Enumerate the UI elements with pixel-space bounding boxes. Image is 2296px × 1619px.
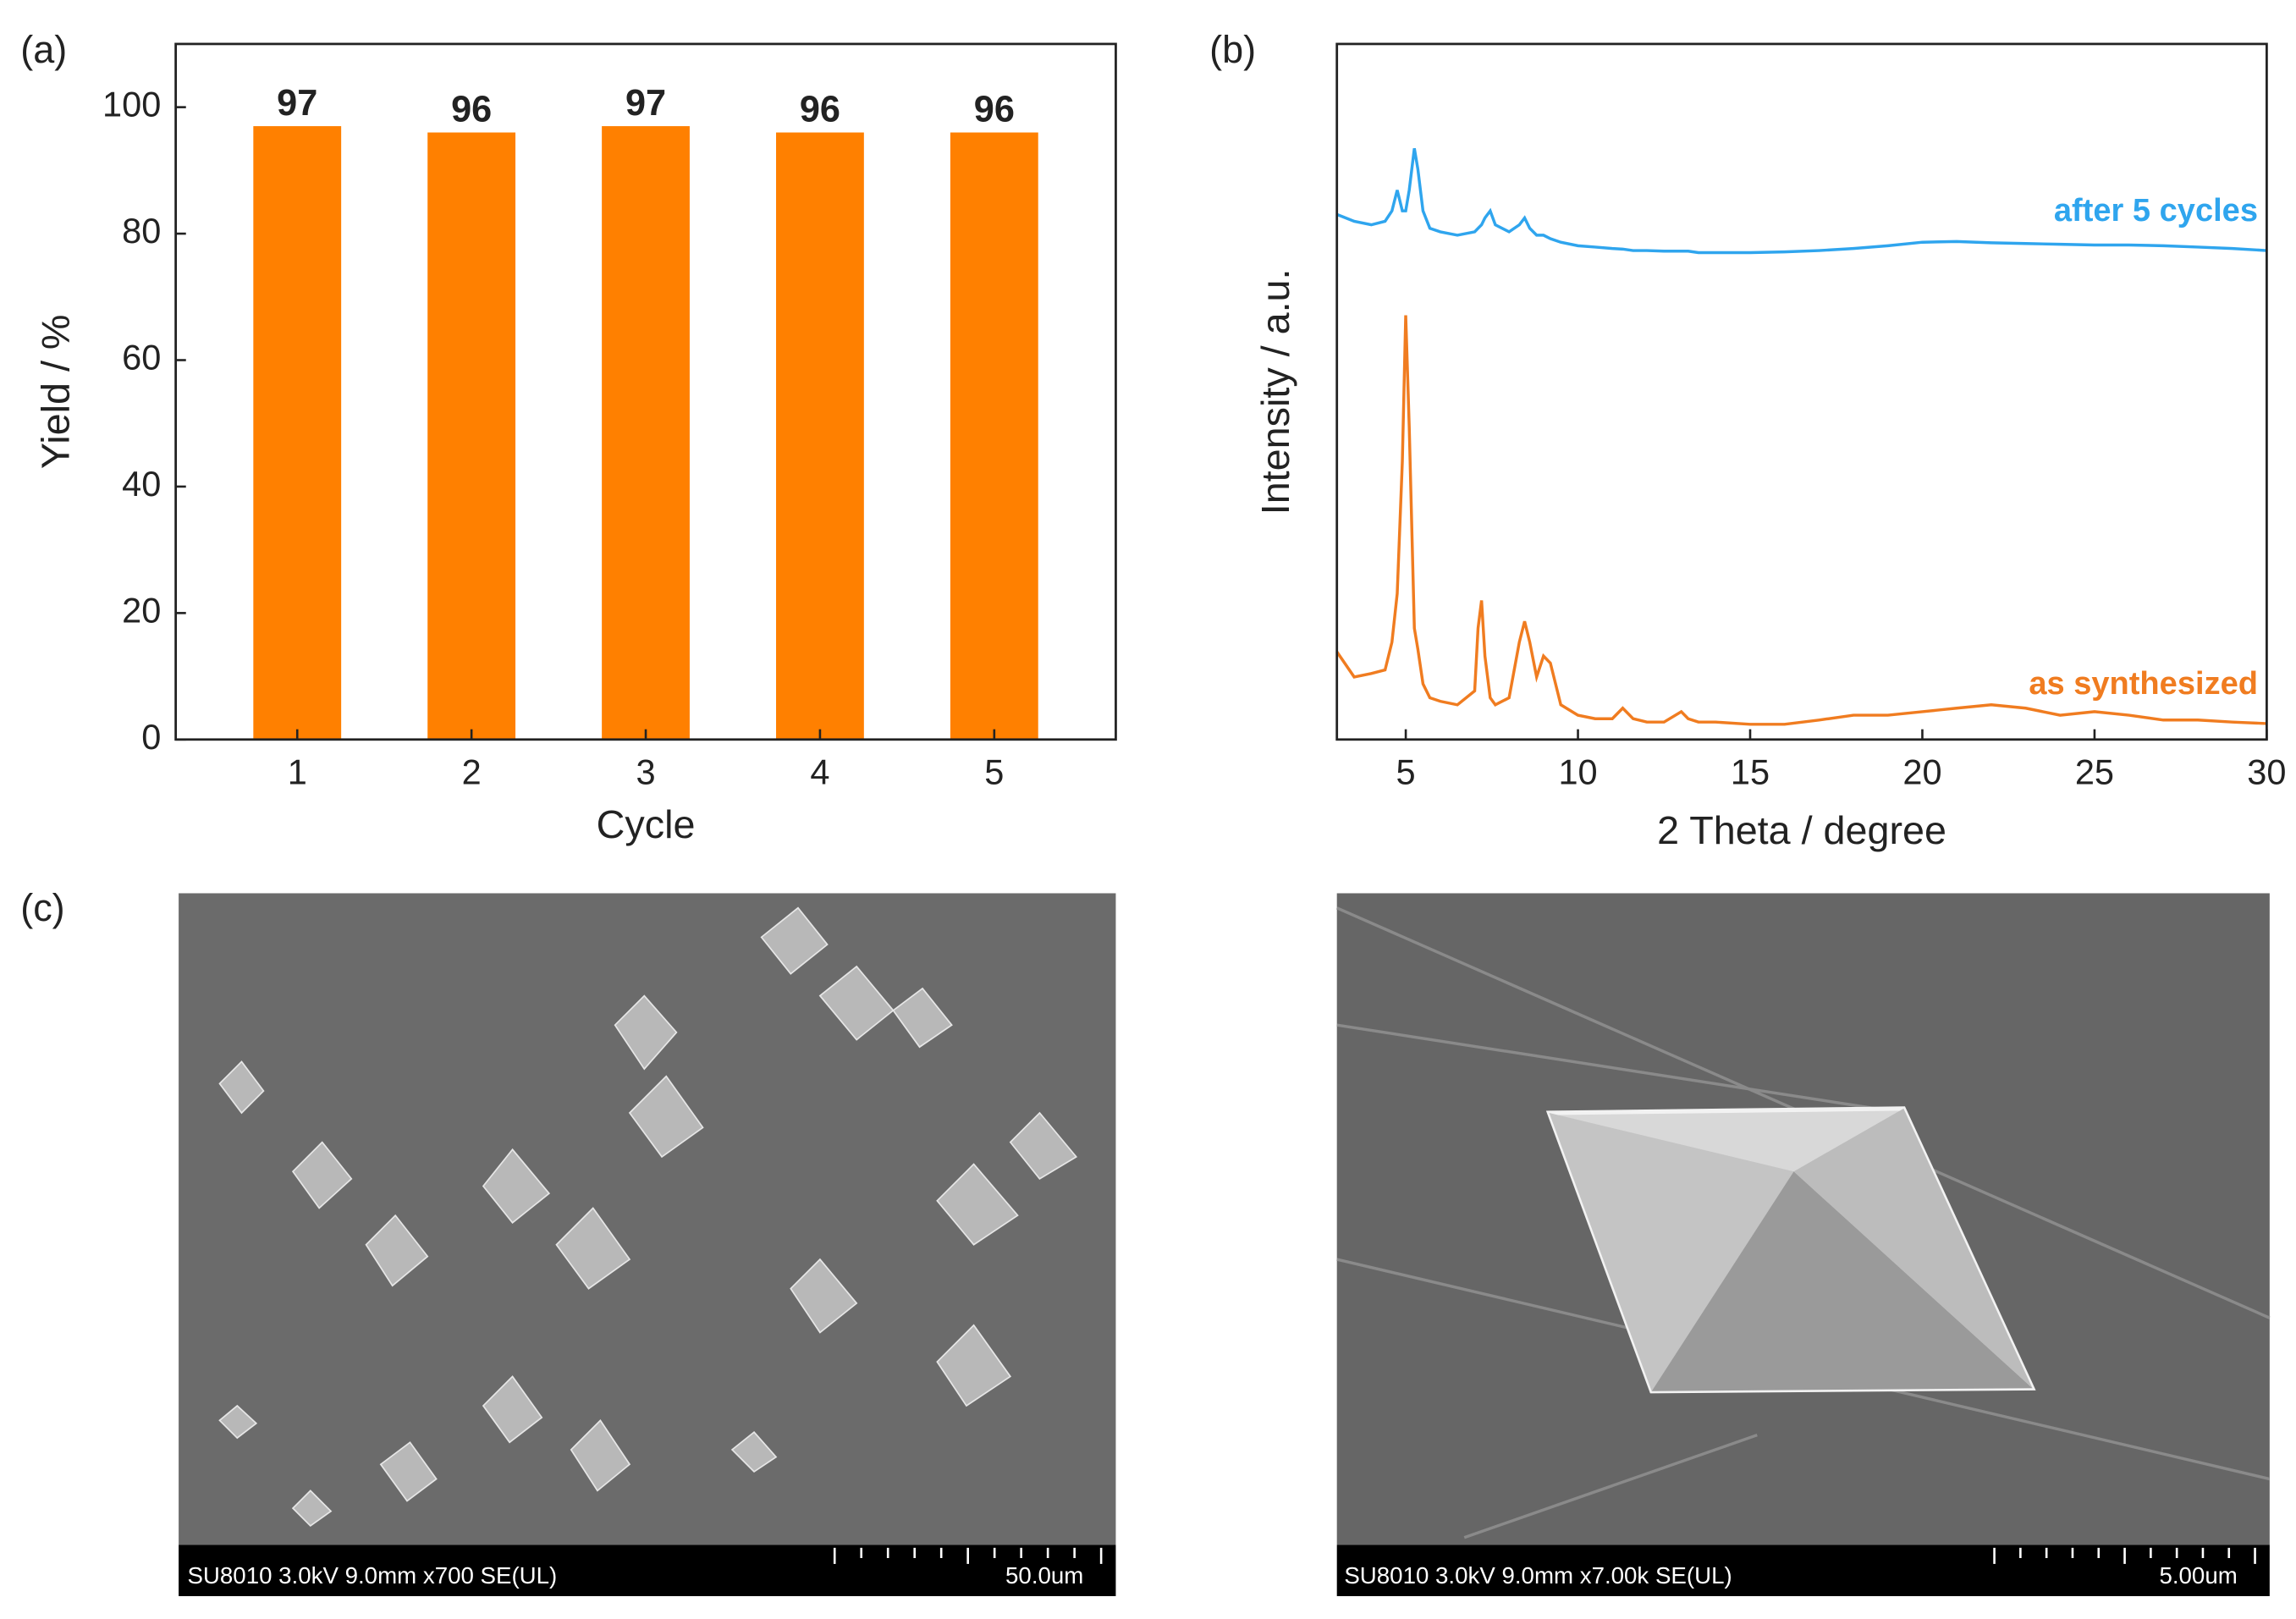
value-label: 97 [277, 83, 317, 124]
x-axis-label: Cycle [597, 802, 696, 846]
panel-label: (b) [1209, 28, 1256, 71]
series-label: after 5 cycles [2054, 193, 2258, 229]
series-label: as synthesized [2029, 666, 2258, 702]
series-line [1335, 315, 2267, 726]
series-line [1336, 148, 2267, 255]
x-tick-label: 30 [2247, 752, 2286, 791]
sem-scale: 50.0um [1005, 1562, 1083, 1589]
bar [776, 132, 864, 740]
x-tick-label: 5 [984, 752, 1004, 791]
x-tick-label: 3 [636, 752, 655, 791]
value-label: 96 [451, 90, 492, 130]
y-tick-label: 100 [102, 85, 161, 124]
y-tick-label: 60 [122, 337, 161, 377]
bar [253, 126, 342, 740]
bar [950, 132, 1038, 740]
value-label: 96 [974, 90, 1015, 130]
sem-image [179, 893, 1116, 1596]
x-tick-label: 10 [1558, 752, 1597, 791]
y-tick-label: 0 [141, 717, 161, 757]
sem-scale: 5.00um [2159, 1562, 2237, 1589]
y-axis-label: Intensity / a.u. [1253, 268, 1297, 515]
y-axis-label: Yield / % [34, 315, 78, 470]
y-tick-label: 20 [122, 590, 161, 630]
value-label: 96 [800, 90, 840, 130]
x-tick-label: 20 [1902, 752, 1941, 791]
x-tick-label: 4 [810, 752, 829, 791]
value-label: 97 [625, 83, 666, 124]
plot-frame [174, 42, 1117, 741]
panel-label: (a) [20, 28, 67, 71]
bar [427, 132, 516, 740]
x-tick-label: 1 [288, 752, 307, 791]
sem-image [1336, 893, 2271, 1596]
x-tick-label: 2 [462, 752, 482, 791]
y-tick-label: 80 [122, 211, 161, 251]
x-tick-label: 15 [1731, 752, 1770, 791]
x-axis-label: 2 Theta / degree [1657, 808, 1946, 852]
sem-caption: SU8010 3.0kV 9.0mm x700 SE(UL) [187, 1562, 557, 1589]
bar [602, 126, 690, 740]
x-tick-label: 25 [2075, 752, 2114, 791]
plot-frame [1335, 42, 2268, 741]
x-tick-label: 5 [1396, 752, 1416, 791]
y-tick-label: 40 [122, 464, 161, 504]
sem-caption: SU8010 3.0kV 9.0mm x7.00k SE(UL) [1344, 1562, 1732, 1589]
panel-label: (c) [20, 886, 64, 929]
